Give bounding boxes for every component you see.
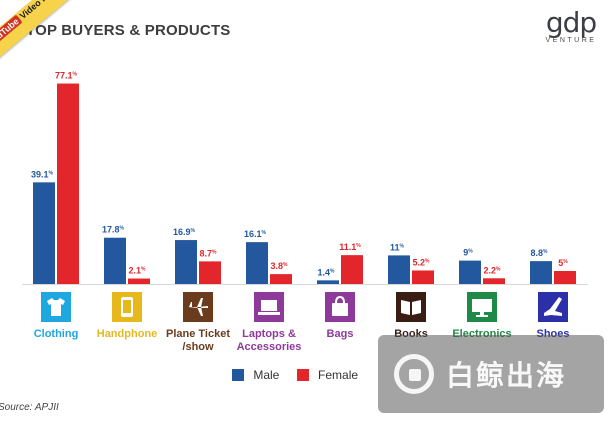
monitor-icon-stand (480, 312, 484, 315)
monitor-icon-screen (472, 299, 492, 312)
data-label-male-0: 39.1% (31, 169, 54, 179)
category-label-1: Handphone (96, 328, 158, 340)
bar-female-4 (341, 255, 363, 284)
category-label-3: Laptops & Accessories (236, 328, 302, 353)
legend-female: Female (296, 368, 359, 382)
bar-male-0 (33, 182, 55, 284)
laptop-icon-screen (261, 300, 277, 311)
bar-female-6 (483, 278, 505, 284)
data-label-male-5: 11% (390, 242, 405, 252)
bar-female-2 (199, 261, 221, 284)
data-label-female-0: 77.1% (55, 71, 78, 81)
gdp-venture-logo: gdp VENTURE (540, 6, 602, 45)
chart-legend: Male Female (232, 368, 372, 382)
legend-male-swatch (232, 369, 244, 381)
shoe-icon-shape (544, 297, 562, 316)
bar-female-0 (57, 83, 79, 284)
data-label-female-6: 2.2% (484, 265, 502, 275)
handphone-icon-screen (123, 300, 131, 313)
chart-title: TOP BUYERS & PRODUCTS (26, 22, 231, 39)
bag-icon-handle (335, 295, 345, 304)
data-label-male-3: 16.1% (244, 229, 267, 239)
legend-female-swatch (296, 369, 309, 381)
bar-female-1 (128, 278, 150, 284)
bar-male-4 (317, 280, 339, 284)
airplane-icon-shape (188, 298, 208, 316)
laptop-icon-base (258, 312, 280, 315)
data-label-female-2: 8.7% (200, 248, 218, 258)
data-label-female-3: 3.8% (271, 261, 289, 271)
data-label-male-2: 16.9% (173, 227, 196, 237)
tshirt-icon-shape (47, 298, 65, 316)
bar-female-7 (554, 271, 576, 284)
data-label-male-1: 17.8% (102, 225, 125, 235)
bar-male-1 (104, 237, 126, 284)
bar-male-2 (175, 240, 197, 284)
legend-male: Male (232, 368, 279, 382)
logo-main-text: gdp (545, 6, 597, 39)
data-label-female-7: 5% (558, 258, 568, 268)
monitor-icon-foot (476, 315, 488, 317)
bar-male-6 (459, 260, 481, 284)
bag-icon-body (332, 303, 348, 316)
bar-male-3 (246, 242, 268, 284)
source-note: Source: APJII (0, 402, 59, 413)
logo-sub-text: VENTURE (545, 37, 597, 44)
category-label-4: Bags (326, 328, 354, 340)
watermark-text: 白鲸出海 (446, 360, 567, 391)
bar-male-5 (388, 255, 410, 284)
data-label-female-5: 5.2% (413, 257, 431, 267)
category-label-2: Plane Ticket/show (166, 328, 230, 353)
bar-male-7 (530, 261, 552, 284)
watermark: 白鲸出海 (378, 335, 604, 413)
legend-female-label: Female (318, 368, 359, 382)
bar-female-3 (270, 274, 292, 284)
category-label-0: Clothing (33, 328, 79, 340)
data-label-male-7: 8.8% (531, 248, 549, 258)
data-label-female-1: 2.1% (129, 266, 147, 276)
data-label-male-6: 9% (463, 248, 473, 258)
legend-male-label: Male (253, 368, 280, 382)
book-icon-shape (401, 300, 421, 315)
data-label-male-4: 1.4% (318, 267, 336, 277)
data-label-female-4: 11.1% (339, 242, 361, 252)
category-tile-5 (396, 292, 426, 322)
watermark-logo-icon (394, 354, 434, 394)
bar-female-5 (412, 270, 434, 284)
